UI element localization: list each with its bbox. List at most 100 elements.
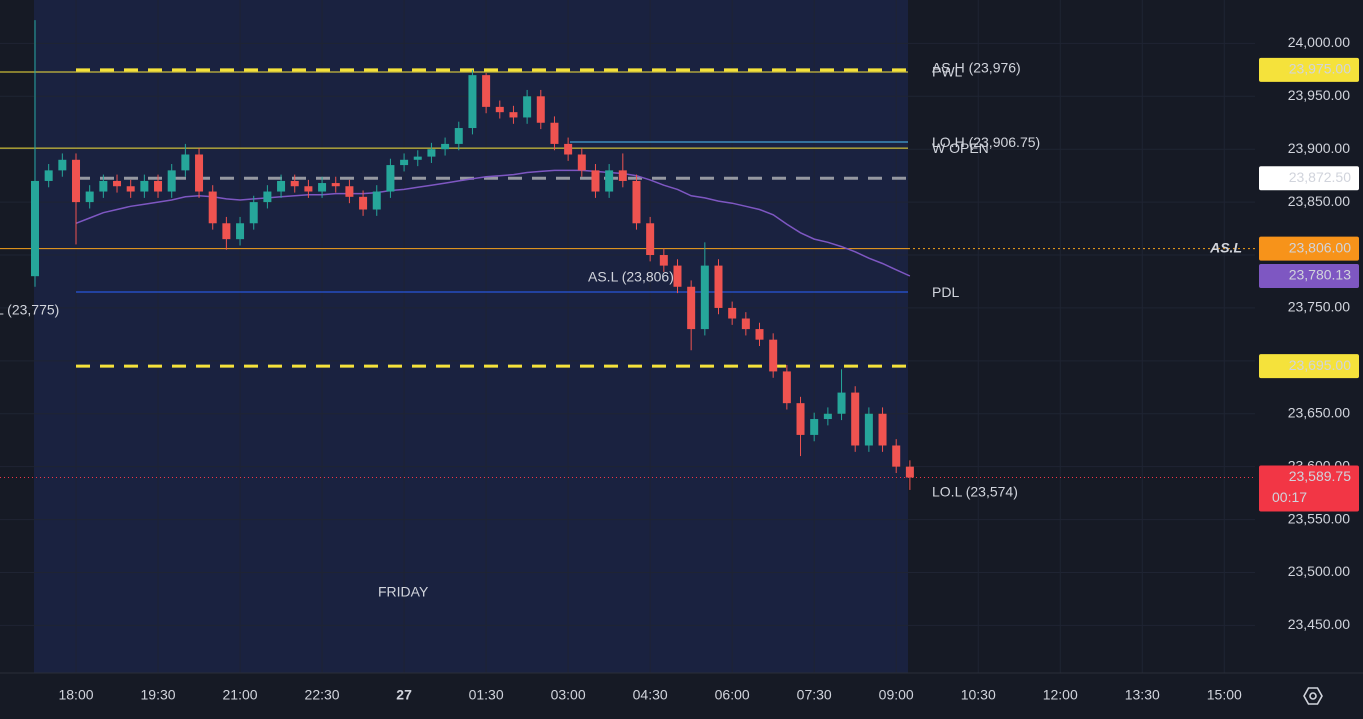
candle-body: [905, 466, 914, 478]
candle-body: [44, 170, 53, 181]
level-label: PDL: [932, 284, 959, 300]
annotation: AS.H (23,976): [932, 60, 1021, 76]
candle-body: [810, 419, 819, 435]
level-label: PWL: [932, 64, 963, 80]
candle-body: [359, 196, 368, 210]
candle-body: [577, 154, 586, 171]
x-tick-label: 21:00: [223, 687, 258, 703]
candle-body: [550, 122, 559, 144]
price-box: [1259, 57, 1359, 82]
x-tick-label: 10:30: [961, 687, 996, 703]
candle-body: [58, 159, 67, 171]
annotation: AS.L (23,806): [588, 269, 674, 285]
price-box: [1259, 166, 1359, 191]
x-tick-label: 01:30: [469, 687, 504, 703]
x-tick-label: 09:00: [879, 687, 914, 703]
x-tick-label: 12:00: [1043, 687, 1078, 703]
y-tick-label: 23,950.00: [1288, 87, 1350, 103]
candle-body: [796, 403, 805, 435]
y-tick-label: 23,500.00: [1288, 563, 1350, 579]
price-box-label: 23,806.00: [1289, 239, 1351, 255]
candle-body: [864, 413, 873, 446]
level-label: W OPEN: [932, 140, 989, 156]
annotation: LO.L (23,574): [932, 484, 1018, 500]
countdown-label: 00:17: [1272, 489, 1307, 505]
x-tick-label: 18:00: [58, 687, 93, 703]
candle-body: [195, 154, 204, 192]
x-tick-label: 13:30: [1125, 687, 1160, 703]
candle-body: [468, 75, 477, 129]
candle-body: [386, 165, 395, 192]
candle-body: [400, 159, 409, 166]
candle-body: [413, 156, 422, 160]
candle-body: [304, 186, 313, 192]
candle-body: [290, 180, 299, 187]
candle-body: [72, 159, 81, 203]
price-box: [1259, 354, 1359, 379]
candle-body: [208, 191, 217, 224]
candle-body: [741, 318, 750, 330]
candle-body: [222, 223, 231, 240]
candle-body: [687, 286, 696, 330]
x-tick-label: 06:00: [715, 687, 750, 703]
price-box-label: 23,872.50: [1289, 169, 1351, 185]
candle-body: [345, 186, 354, 197]
y-tick-label: 23,850.00: [1288, 193, 1350, 209]
candle-body: [372, 191, 381, 210]
candle-body: [249, 202, 258, 224]
candle-body: [523, 96, 532, 118]
candle-body: [167, 170, 176, 192]
vwap-price-box: [1259, 264, 1359, 289]
candle-body: [618, 170, 627, 181]
candle-body: [659, 255, 668, 266]
level-label: LO.H (23,906.75): [932, 134, 1040, 150]
candle-body: [495, 106, 504, 113]
candle-body: [31, 180, 39, 277]
price-box-label: 23,975.00: [1289, 61, 1351, 77]
candle-body: [113, 180, 122, 187]
candle-body: [154, 180, 163, 192]
candle-body: [673, 265, 682, 287]
candle-body: [782, 371, 791, 404]
price-box-label: 23,589.75: [1289, 468, 1351, 484]
candle-body: [632, 180, 641, 224]
candle-body: [181, 154, 190, 171]
candle-body: [823, 413, 832, 420]
level-tag: AS.L: [1209, 239, 1242, 255]
candle-body: [892, 445, 901, 467]
candle-body: [591, 170, 600, 192]
y-tick-label: 23,650.00: [1288, 404, 1350, 420]
y-tick-label: 23,450.00: [1288, 616, 1350, 632]
x-tick-label: 07:30: [797, 687, 832, 703]
price-box: [1259, 236, 1359, 261]
candle-body: [277, 180, 286, 192]
candle-body: [441, 143, 450, 150]
candle-body: [140, 180, 149, 192]
candle-body: [564, 143, 573, 155]
candle-body: [605, 170, 614, 192]
candle-body: [99, 180, 108, 192]
annotation: L (23,775): [0, 302, 59, 318]
candle-body: [700, 265, 709, 330]
candle-body: [536, 96, 545, 123]
candle-body: [714, 265, 723, 308]
settings-icon: [1303, 687, 1323, 705]
price-box: [1259, 465, 1359, 512]
vwap-price-label: 23,780.13: [1289, 267, 1351, 283]
candle-body: [837, 392, 846, 414]
x-tick-label: 03:00: [551, 687, 586, 703]
y-tick-label: 24,000.00: [1288, 34, 1350, 50]
x-tick-label: 27: [396, 687, 412, 703]
candle-body: [85, 191, 94, 203]
candle-body: [454, 128, 463, 144]
x-tick-label: 04:30: [633, 687, 668, 703]
settings-icon-center: [1309, 692, 1317, 700]
annotation: FRIDAY: [378, 584, 429, 600]
candle-body: [318, 183, 327, 192]
candle-body: [646, 223, 655, 256]
candle-body: [263, 191, 272, 203]
candle-body: [236, 223, 245, 240]
settings-button[interactable]: [1303, 687, 1323, 705]
